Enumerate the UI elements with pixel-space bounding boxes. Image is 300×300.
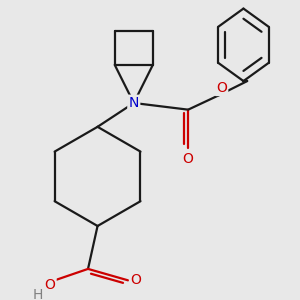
Text: H: H — [32, 288, 43, 300]
Text: O: O — [44, 278, 55, 292]
Text: O: O — [216, 81, 227, 95]
Text: O: O — [130, 273, 141, 287]
Text: O: O — [183, 152, 194, 166]
Text: N: N — [129, 96, 139, 110]
